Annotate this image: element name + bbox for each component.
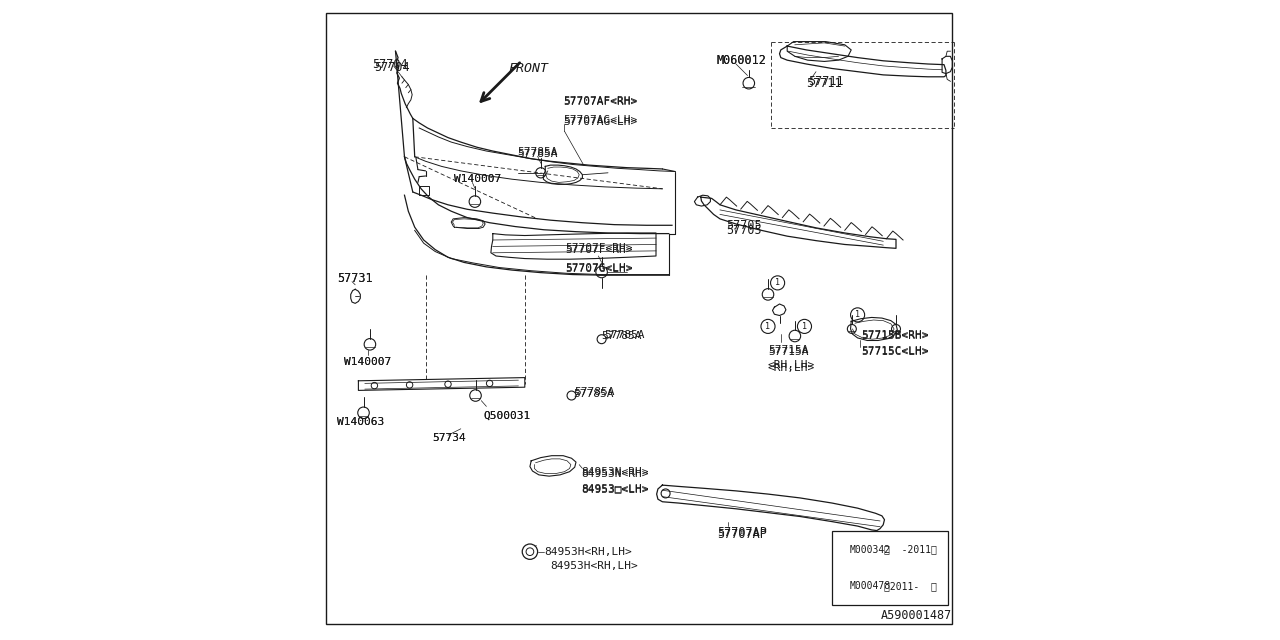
Text: <RH,LH>: <RH,LH> xyxy=(768,363,815,373)
Text: 57715C<LH>: 57715C<LH> xyxy=(860,346,928,356)
Text: 57704: 57704 xyxy=(374,61,410,74)
Text: 57705: 57705 xyxy=(727,219,762,232)
Text: 1: 1 xyxy=(837,545,842,554)
Text: 57707AG<LH>: 57707AG<LH> xyxy=(563,116,637,127)
Text: 〈2011-  〉: 〈2011- 〉 xyxy=(884,581,937,591)
Text: A590001487: A590001487 xyxy=(881,609,952,622)
Text: 57707F<RH>: 57707F<RH> xyxy=(566,244,632,255)
Text: M060012: M060012 xyxy=(717,54,767,67)
Text: 84953N<RH>: 84953N<RH> xyxy=(581,467,649,477)
Text: 57711: 57711 xyxy=(808,76,844,88)
Text: 1: 1 xyxy=(803,322,806,331)
Text: 1: 1 xyxy=(776,278,780,287)
Text: 57785A: 57785A xyxy=(604,330,645,340)
Text: 57715A: 57715A xyxy=(768,345,809,355)
Text: M000478: M000478 xyxy=(850,581,891,591)
Text: 57715B<RH>: 57715B<RH> xyxy=(860,330,928,340)
Text: W140063: W140063 xyxy=(337,417,384,428)
Text: W140063: W140063 xyxy=(337,417,384,428)
Text: 57785A: 57785A xyxy=(602,331,643,341)
Text: 57785A: 57785A xyxy=(573,388,613,399)
Text: <RH,LH>: <RH,LH> xyxy=(768,360,815,370)
Text: 57731: 57731 xyxy=(337,272,372,285)
Text: 1: 1 xyxy=(765,322,771,331)
Text: 57707G<LH>: 57707G<LH> xyxy=(566,264,632,274)
Text: 57715A: 57715A xyxy=(768,347,809,357)
Text: Q500031: Q500031 xyxy=(484,411,530,421)
Text: 1: 1 xyxy=(837,582,842,591)
Text: 57707AP: 57707AP xyxy=(717,526,767,539)
Text: 57734: 57734 xyxy=(433,433,466,444)
Text: 84953H<RH,LH>: 84953H<RH,LH> xyxy=(550,561,639,572)
Text: 57707AP: 57707AP xyxy=(717,528,767,541)
Text: 57705: 57705 xyxy=(727,224,762,237)
Text: FRONT: FRONT xyxy=(508,62,549,75)
Text: W140007: W140007 xyxy=(344,356,392,367)
Text: W140007: W140007 xyxy=(454,174,502,184)
Text: 57734: 57734 xyxy=(433,433,466,444)
Text: 57707AF<RH>: 57707AF<RH> xyxy=(563,96,637,106)
Text: 57715B<RH>: 57715B<RH> xyxy=(860,331,928,341)
Text: W140007: W140007 xyxy=(344,356,392,367)
Text: M060012: M060012 xyxy=(717,54,767,67)
Text: 57785A: 57785A xyxy=(517,148,558,159)
Text: 57731: 57731 xyxy=(337,272,372,285)
Text: 57707AF<RH>: 57707AF<RH> xyxy=(563,97,637,108)
Text: 84953H<RH,LH>: 84953H<RH,LH> xyxy=(544,547,632,557)
Text: 57785A: 57785A xyxy=(575,387,616,397)
Text: 57707F<RH>: 57707F<RH> xyxy=(566,243,632,253)
Text: 84953□<LH>: 84953□<LH> xyxy=(581,484,649,495)
Text: 84953N<RH>: 84953N<RH> xyxy=(581,468,649,479)
Text: 84953□<LH>: 84953□<LH> xyxy=(581,483,649,493)
Text: 57707AG<LH>: 57707AG<LH> xyxy=(563,115,637,125)
Text: Q500031: Q500031 xyxy=(484,411,530,421)
Text: 57711: 57711 xyxy=(806,77,842,90)
Text: M000342: M000342 xyxy=(850,545,891,555)
Text: 57704: 57704 xyxy=(372,58,408,70)
Text: 1: 1 xyxy=(855,310,860,319)
Text: W140007: W140007 xyxy=(454,174,502,184)
Bar xyxy=(832,531,948,605)
Text: 57715C<LH>: 57715C<LH> xyxy=(860,347,928,357)
Text: 57785A: 57785A xyxy=(517,147,558,157)
Text: 57707G<LH>: 57707G<LH> xyxy=(566,262,632,273)
Text: 〈  -2011〉: 〈 -2011〉 xyxy=(884,545,937,555)
